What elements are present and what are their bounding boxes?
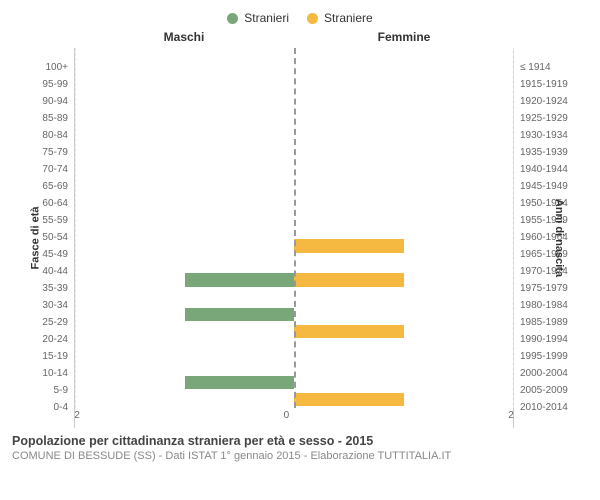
female-bar [294,325,404,338]
age-label: 45-49 [12,247,74,264]
x-axis: 2 0 0 2 [75,410,513,428]
x-tick: 2 [508,410,514,428]
caption-sub: COMUNE DI BESSUDE (SS) - Dati ISTAT 1° g… [12,450,588,462]
y-axis-left-title: Fasce di età [29,207,41,270]
age-label: 95-99 [12,77,74,94]
birth-year-label: 1995-1999 [514,349,588,366]
birth-year-label: 1970-1974 [514,264,588,281]
age-label: 35-39 [12,281,74,298]
female-bar [294,273,404,286]
age-label: 85-89 [12,111,74,128]
age-label: 50-54 [12,230,74,247]
plot-area: Fasce di età 100+95-9990-9485-8980-8475-… [12,48,588,428]
caption-title: Popolazione per cittadinanza straniera p… [12,434,588,448]
birth-year-label: 1925-1929 [514,111,588,128]
age-label: 40-44 [12,264,74,281]
birth-year-label: 1915-1919 [514,77,588,94]
caption: Popolazione per cittadinanza straniera p… [12,434,588,462]
male-bar [185,308,295,321]
birth-year-label: 1960-1964 [514,230,588,247]
age-label: 60-64 [12,196,74,213]
x-tick: 0 [284,410,290,428]
birth-year-label: 1950-1954 [514,196,588,213]
male-bar [185,376,295,389]
age-label: 75-79 [12,145,74,162]
legend-item-female: Straniere [307,11,373,25]
birth-year-label: 2010-2014 [514,400,588,417]
age-label: 100+ [12,60,74,77]
birth-year-label: 1965-1969 [514,247,588,264]
male-bar [185,273,295,286]
legend: Stranieri Straniere [12,8,588,28]
female-bar [294,393,404,406]
birth-year-label: 1955-1959 [514,213,588,230]
age-label: 10-14 [12,366,74,383]
legend-item-male: Stranieri [227,11,289,25]
birth-year-label: 2005-2009 [514,383,588,400]
age-label: 30-34 [12,298,74,315]
birth-year-label: 1935-1939 [514,145,588,162]
birth-year-label: 1980-1984 [514,298,588,315]
legend-label-male: Stranieri [244,11,289,25]
legend-swatch-female [307,13,318,24]
age-label: 80-84 [12,128,74,145]
bars-area: 2 0 0 2 [74,48,514,428]
age-label: 25-29 [12,315,74,332]
birth-year-label: ≤ 1914 [514,60,588,77]
y-axis-right: Anni di nascita ≤ 19141915-19191920-1924… [514,48,588,428]
age-label: 90-94 [12,94,74,111]
y-axis-right-title: Anni di nascita [553,199,565,277]
age-label: 70-74 [12,162,74,179]
female-bar [294,239,404,252]
legend-label-female: Straniere [324,11,373,25]
column-titles: Maschi Femmine [12,30,588,48]
birth-year-label: 2000-2004 [514,366,588,383]
age-label: 65-69 [12,179,74,196]
birth-year-label: 1930-1934 [514,128,588,145]
col-title-male: Maschi [74,30,294,48]
center-axis [294,48,296,408]
age-label: 15-19 [12,349,74,366]
age-label: 0-4 [12,400,74,417]
col-title-female: Femmine [294,30,514,48]
age-label: 5-9 [12,383,74,400]
birth-year-label: 1920-1924 [514,94,588,111]
x-tick: 2 [74,410,80,428]
population-pyramid-chart: Stranieri Straniere Maschi Femmine Fasce… [0,0,600,500]
birth-year-label: 1975-1979 [514,281,588,298]
birth-year-label: 1985-1989 [514,315,588,332]
y-axis-left: Fasce di età 100+95-9990-9485-8980-8475-… [12,48,74,428]
birth-year-label: 1945-1949 [514,179,588,196]
birth-year-label: 1940-1944 [514,162,588,179]
age-label: 20-24 [12,332,74,349]
birth-year-label: 1990-1994 [514,332,588,349]
legend-swatch-male [227,13,238,24]
age-label: 55-59 [12,213,74,230]
